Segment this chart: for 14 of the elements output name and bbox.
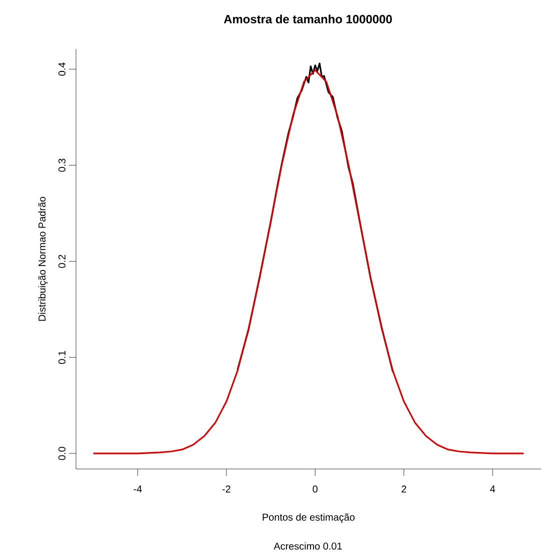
x-tick-label: 0 (312, 486, 318, 493)
x-tick-label: 4 (490, 486, 496, 492)
y-tick-label: 0.2 (58, 254, 66, 268)
x-tick-label: -2 (222, 486, 230, 492)
x-tick-label: -4 (134, 486, 142, 492)
chart-title: Amostra de tamanho 1000000 (224, 14, 392, 24)
y-axis-title: Distribuição Normao Padrão (38, 196, 48, 321)
x-axis-title: Pontos de estimação (262, 513, 355, 523)
text: Acrescimo 0.01 (274, 542, 342, 550)
y-tick-label: 0.4 (58, 62, 66, 76)
y-tick-label: 0.0 (58, 446, 66, 460)
y-tick-label: 0.1 (58, 350, 66, 364)
y-tick-label: 0.3 (58, 158, 66, 172)
x-tick-label: 2 (402, 486, 406, 492)
